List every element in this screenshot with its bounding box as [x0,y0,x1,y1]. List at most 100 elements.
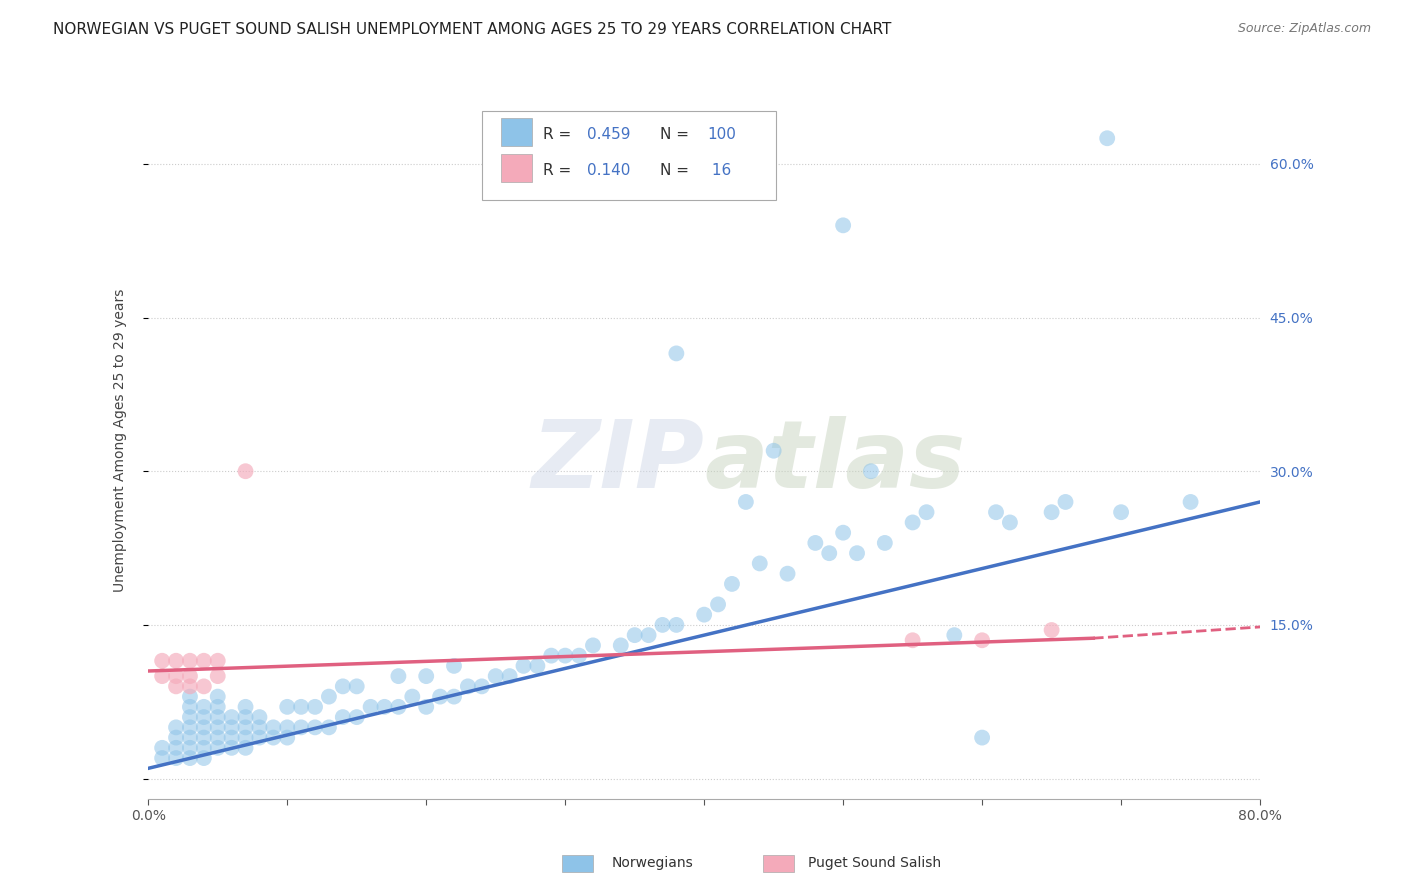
Text: NORWEGIAN VS PUGET SOUND SALISH UNEMPLOYMENT AMONG AGES 25 TO 29 YEARS CORRELATI: NORWEGIAN VS PUGET SOUND SALISH UNEMPLOY… [53,22,891,37]
Text: 16: 16 [707,163,731,178]
Point [637,628,659,642]
Point [179,654,201,668]
Point [471,679,494,693]
Text: 100: 100 [707,127,737,142]
Point [235,731,257,745]
Point [846,546,869,560]
Text: 0.140: 0.140 [588,163,631,178]
Point [512,658,534,673]
Point [943,628,966,642]
Point [193,699,215,714]
Point [901,633,924,648]
Point [221,731,243,745]
Point [207,690,229,704]
Point [360,699,382,714]
Point [972,633,994,648]
Point [693,607,716,622]
Point [859,464,882,478]
Point [415,669,437,683]
Point [568,648,591,663]
Point [207,699,229,714]
Point [873,536,896,550]
Point [179,690,201,704]
Point [651,618,673,632]
Text: 0.459: 0.459 [588,127,631,142]
Point [734,495,756,509]
Point [179,751,201,765]
Point [554,648,576,663]
Point [207,731,229,745]
Point [179,720,201,734]
Point [901,516,924,530]
Point [179,679,201,693]
Point [304,699,326,714]
Point [610,639,633,653]
Point [1095,131,1118,145]
Point [165,731,187,745]
Point [235,710,257,724]
Point [318,720,340,734]
Point [290,699,312,714]
Point [235,720,257,734]
Point [1180,495,1202,509]
Point [165,751,187,765]
Y-axis label: Unemployment Among Ages 25 to 29 years: Unemployment Among Ages 25 to 29 years [114,289,128,592]
Text: R =: R = [543,163,576,178]
Point [832,525,855,540]
Point [179,740,201,755]
Point [387,699,409,714]
Point [249,731,271,745]
Point [776,566,799,581]
Point [221,710,243,724]
Point [304,720,326,734]
Point [276,731,298,745]
Point [485,669,508,683]
Point [373,699,395,714]
Point [818,546,841,560]
Point [582,639,605,653]
Point [387,669,409,683]
Point [207,654,229,668]
Text: Norwegians: Norwegians [612,856,693,871]
Point [165,679,187,693]
Text: Puget Sound Salish: Puget Sound Salish [808,856,942,871]
Point [150,669,173,683]
Point [665,346,688,360]
Point [207,720,229,734]
Point [179,731,201,745]
Text: atlas: atlas [704,416,966,508]
Point [972,731,994,745]
Text: ZIP: ZIP [531,416,704,508]
Text: N =: N = [659,127,693,142]
Point [165,720,187,734]
Point [415,699,437,714]
Point [276,720,298,734]
Point [165,740,187,755]
Point [193,710,215,724]
Point [193,751,215,765]
Point [249,720,271,734]
Point [457,679,479,693]
Point [249,710,271,724]
Point [290,720,312,734]
FancyBboxPatch shape [501,153,531,182]
Point [276,699,298,714]
FancyBboxPatch shape [482,111,776,200]
Point [165,669,187,683]
FancyBboxPatch shape [501,118,531,146]
Point [429,690,451,704]
Point [998,516,1021,530]
Point [346,710,368,724]
Point [179,699,201,714]
Point [221,720,243,734]
Point [235,699,257,714]
Point [207,669,229,683]
Point [193,731,215,745]
Point [235,464,257,478]
Point [165,654,187,668]
Point [262,731,284,745]
Point [498,669,520,683]
Point [1040,623,1063,637]
Point [623,628,645,642]
Point [748,557,770,571]
